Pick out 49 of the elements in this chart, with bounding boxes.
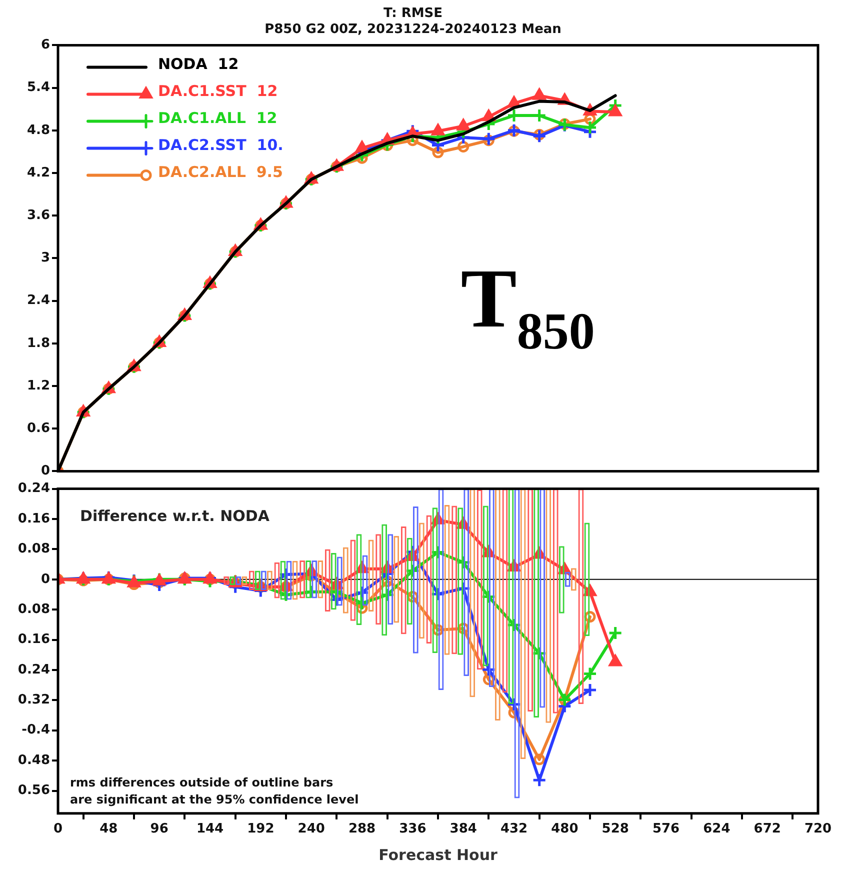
y-tick-label: 0	[40, 464, 50, 479]
x-tick-label: 336	[399, 822, 426, 837]
chart-subtitle: P850 G2 00Z, 20231224-20240123 Mean	[264, 22, 562, 37]
y-tick-label: 0.32	[18, 692, 50, 708]
y-tick-label: 0.08	[18, 602, 50, 617]
legend-label: DA.C2.SST 10.	[158, 136, 284, 154]
y-tick-label: -0.4	[22, 722, 50, 738]
x-tick-label: 240	[298, 822, 325, 837]
x-tick-label: 624	[703, 822, 730, 837]
legend-label: DA.C1.ALL 12	[158, 109, 278, 128]
legend-label: NODA 12	[158, 55, 239, 74]
y-tick-label: 4.8	[26, 122, 50, 138]
x-tick-label: 528	[602, 822, 629, 837]
y-tick-label: 0.24	[18, 662, 50, 678]
y-tick-label: 0.08	[18, 542, 50, 557]
x-tick-label: 288	[348, 822, 376, 837]
chart-title: T: RMSE	[383, 6, 443, 22]
y-tick-label: 0.56	[18, 783, 50, 798]
y-tick-label: 4.2	[26, 165, 50, 180]
y-tick-label: 5.4	[26, 80, 50, 96]
y-tick-label: 2.4	[26, 293, 50, 308]
annotation: Difference w.r.t. NODA	[80, 506, 270, 525]
y-tick-label: 3.6	[26, 208, 50, 223]
y-tick-label: 0.24	[18, 481, 50, 496]
x-tick-label: 720	[804, 822, 832, 837]
y-tick-label: 0.16	[18, 632, 50, 648]
x-tick-label: 48	[100, 822, 118, 837]
x-tick-label: 432	[500, 822, 528, 837]
y-tick-label: 1.2	[26, 378, 50, 394]
y-tick-label: 6	[40, 38, 50, 53]
x-axis-title: Forecast Hour	[378, 846, 498, 864]
x-tick-label: 96	[150, 822, 168, 837]
x-tick-label: 0	[53, 822, 63, 837]
legend-label: DA.C2.ALL 9.5	[158, 163, 283, 182]
x-tick-label: 144	[196, 822, 224, 837]
annotation: rms differences outside of outline bars	[70, 775, 334, 790]
y-tick-label: 0.16	[18, 511, 50, 526]
x-tick-label: 480	[551, 822, 578, 837]
y-tick-label: 0	[40, 572, 50, 587]
x-tick-label: 384	[450, 822, 477, 837]
legend-label: DA.C1.SST 12	[158, 82, 278, 100]
annotation: are significant at the 95% confidence level	[70, 792, 359, 806]
y-tick-label: 0.48	[18, 752, 50, 768]
y-tick-label: 0.6	[26, 420, 50, 436]
y-tick-label: 3	[40, 250, 50, 266]
x-tick-label: 192	[247, 822, 274, 837]
x-tick-label: 672	[754, 822, 781, 837]
x-tick-label: 576	[652, 822, 680, 837]
y-tick-label: 1.8	[26, 336, 50, 351]
